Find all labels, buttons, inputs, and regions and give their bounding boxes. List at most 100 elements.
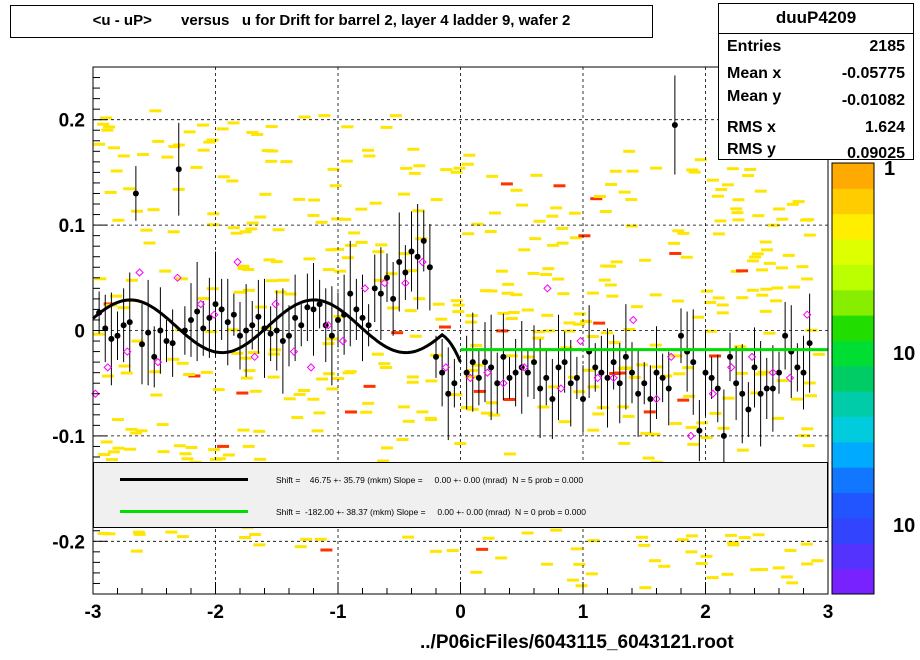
profile-point	[671, 121, 678, 128]
profile-point	[298, 322, 305, 329]
histogram-cell	[712, 296, 725, 300]
histogram-cell	[772, 416, 785, 420]
open-marker	[210, 310, 219, 319]
histogram-cell	[788, 285, 801, 289]
x-tick-label: -1	[330, 602, 347, 623]
histogram-cell	[590, 197, 603, 201]
histogram-cell	[792, 200, 805, 204]
histogram-cell	[503, 452, 516, 456]
histogram-cell	[175, 277, 188, 281]
histogram-cell	[331, 217, 344, 221]
open-marker	[708, 389, 718, 398]
histogram-cell	[362, 401, 375, 405]
profile-point	[377, 290, 384, 297]
histogram-cell	[750, 568, 763, 572]
histogram-cell	[197, 148, 210, 152]
histogram-cell	[606, 294, 619, 298]
histogram-cell	[149, 370, 162, 374]
profile-point	[316, 301, 323, 308]
profile-point	[733, 380, 740, 387]
histogram-cell	[651, 365, 664, 369]
histogram-cell	[413, 297, 426, 301]
profile-point	[175, 166, 182, 173]
histogram-cell	[101, 128, 114, 132]
profile-point	[322, 322, 329, 329]
profile-point	[714, 385, 721, 392]
histogram-cell	[372, 250, 385, 254]
histogram-cell	[461, 162, 474, 166]
histogram-cell	[573, 562, 586, 566]
profile-point	[426, 264, 433, 271]
histogram-cell	[161, 155, 174, 159]
histogram-cell	[510, 293, 523, 297]
histogram-cell	[489, 211, 502, 215]
histogram-cell	[430, 198, 443, 202]
histogram-cell	[425, 379, 438, 383]
histogram-cell	[412, 209, 425, 213]
histogram-cell	[465, 375, 478, 379]
histogram-cell	[685, 425, 698, 429]
histogram-cell	[233, 290, 246, 294]
histogram-cell	[242, 444, 255, 448]
stat-label: Entries	[727, 38, 782, 55]
histogram-cell	[217, 444, 230, 448]
histogram-cell	[688, 170, 701, 174]
profile-point	[678, 332, 684, 339]
histogram-cell	[502, 282, 515, 286]
histogram-cell	[640, 432, 653, 436]
histogram-cell	[751, 252, 764, 256]
histogram-cell	[670, 421, 683, 425]
histogram-cell	[625, 198, 638, 202]
profile-point	[402, 269, 409, 276]
open-marker	[271, 299, 280, 309]
histogram-cell	[518, 248, 531, 252]
histogram-cell	[786, 202, 799, 206]
legend-line-fit2	[120, 510, 248, 513]
palette-cell	[832, 163, 874, 189]
histogram-cell	[391, 331, 404, 335]
histogram-cell	[326, 387, 339, 391]
histogram-cell	[683, 394, 696, 398]
histogram-cell	[547, 243, 560, 247]
histogram-cell	[731, 211, 744, 215]
histogram-cell	[560, 346, 573, 350]
histogram-cell	[497, 311, 510, 315]
open-marker	[250, 352, 259, 362]
histogram-cell	[432, 302, 445, 306]
histogram-cell	[749, 255, 762, 259]
palette-cell	[832, 543, 874, 570]
histogram-cell	[701, 289, 714, 293]
histogram-cell	[152, 139, 165, 143]
histogram-cell	[628, 375, 641, 379]
histogram-cell	[149, 109, 162, 113]
open-marker	[785, 373, 795, 383]
histogram-cell	[754, 189, 767, 193]
histogram-cell	[107, 146, 120, 150]
histogram-cell	[680, 255, 693, 259]
open-marker	[747, 352, 757, 362]
histogram-cell	[406, 375, 419, 379]
profile-point	[151, 353, 158, 360]
histogram-cell	[695, 561, 708, 565]
histogram-cell	[732, 218, 745, 222]
histogram-cell	[700, 436, 713, 440]
histogram-cell	[103, 532, 116, 536]
histogram-cell	[609, 169, 622, 173]
palette-cell	[832, 340, 874, 367]
histogram-cell	[786, 581, 799, 585]
histogram-cell	[107, 450, 120, 454]
histogram-cell	[712, 232, 725, 236]
histogram-cell	[752, 533, 765, 537]
histogram-cell	[452, 310, 465, 314]
histogram-cell	[759, 309, 772, 313]
histogram-cell	[811, 559, 824, 563]
profile-point	[488, 364, 495, 371]
open-marker	[543, 284, 552, 293]
histogram-cell	[385, 272, 398, 276]
profile-point	[243, 327, 250, 334]
profile-point	[573, 374, 580, 381]
histogram-cell	[435, 317, 448, 321]
profile-point	[757, 390, 764, 397]
histogram-cell	[334, 269, 347, 273]
histogram-cell	[711, 194, 724, 198]
